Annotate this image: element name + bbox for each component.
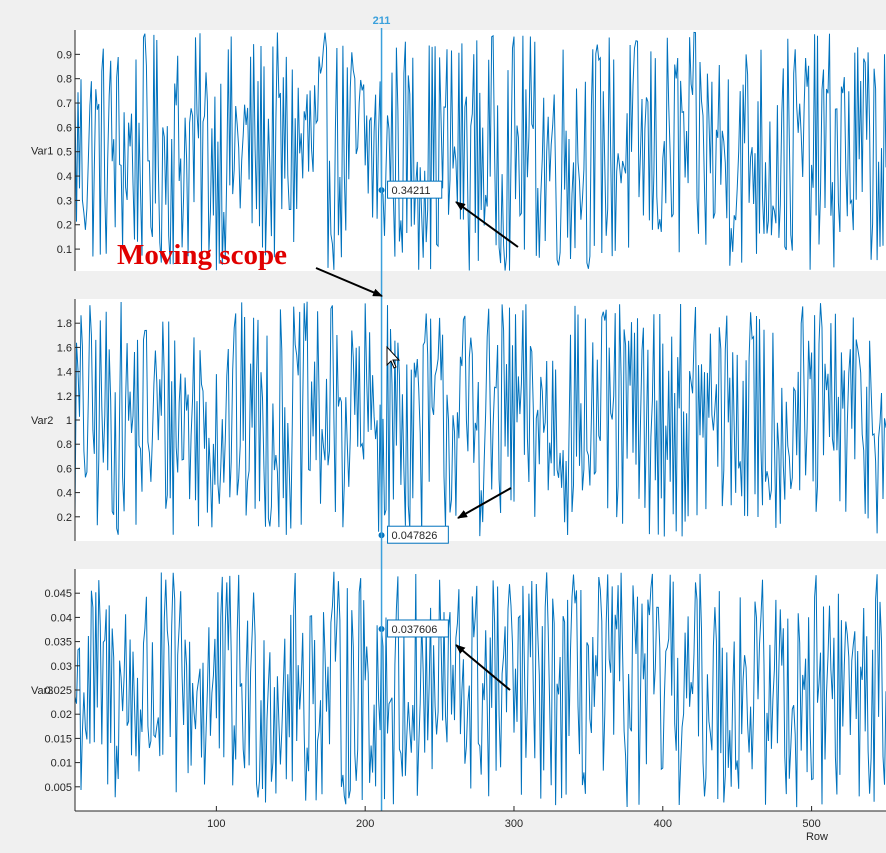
- panel-var1: 0.1 0.2 0.3 0.4 0.5 0.6 0.7 0.8 0.9 Var1: [31, 30, 886, 271]
- y-tick-label: 0.3: [57, 195, 72, 207]
- y-tick-label: 0.5: [57, 147, 72, 159]
- tooltip-box: [387, 180, 443, 199]
- y-tick-label: 1.8: [57, 318, 72, 330]
- tooltip-box: [387, 619, 449, 638]
- y-tick-label: 0.6: [57, 122, 72, 134]
- y-tick-label: 0.04: [51, 612, 72, 624]
- y-tick-label: 0.4: [57, 488, 72, 500]
- tooltips: 0.34211 0.047826 0.037606: [387, 180, 449, 638]
- tooltip-arrow-var1: [455, 201, 519, 248]
- mouse-pointer-icon: [386, 345, 401, 369]
- annotation-text: Moving scope: [117, 239, 287, 271]
- y-tick-label: 1.6: [57, 342, 72, 354]
- y-axis-label: Var3: [31, 685, 53, 697]
- moving-scope[interactable]: 211: [373, 15, 391, 811]
- tooltip-var3: 0.037606: [387, 619, 449, 638]
- y-tick-label: 1.2: [57, 391, 72, 403]
- series-line-var2: [74, 301, 886, 537]
- x-tick-label: 400: [654, 818, 672, 830]
- panel-var3: 0.005 0.01 0.015 0.02 0.025 0.03 0.035 0.04 0.04…: [31, 569, 886, 811]
- y-tick-label: 0.4: [57, 171, 72, 183]
- series-line-var1: [74, 31, 886, 271]
- y-tick-label: 0.2: [57, 512, 72, 524]
- y-tick-label: 0.7: [57, 98, 72, 110]
- series-line-var3: [74, 571, 886, 808]
- y-tick-label: 0.015: [44, 733, 72, 745]
- y-tick-label: 1.4: [57, 367, 72, 379]
- y-tick-label: 0.1: [57, 244, 72, 256]
- x-tick-label: 300: [505, 818, 523, 830]
- y-tick-label: 0.6: [57, 463, 72, 475]
- y-tick-label: 0.035: [44, 637, 72, 649]
- annotation-arrow: [315, 267, 383, 297]
- tooltip-value: 0.34211: [392, 185, 431, 197]
- y-tick-label: 0.005: [44, 782, 72, 794]
- x-axis-label: Row: [806, 831, 828, 843]
- tooltip-value: 0.047826: [392, 530, 438, 542]
- x-tick-label: 200: [356, 818, 374, 830]
- y-tick-label: 0.045: [44, 588, 72, 600]
- x-tick-label: 100: [207, 818, 225, 830]
- y-axis-label: Var2: [31, 415, 53, 427]
- panel-var2: 0.2 0.4 0.6 0.8 1 1.2 1.4 1.6 1.8 Var2: [31, 299, 886, 541]
- y-tick-label: 0.02: [51, 709, 72, 721]
- tooltip-arrow-var2: [457, 487, 512, 519]
- tooltip-var1: 0.34211: [387, 180, 443, 199]
- y-tick-label: 0.025: [44, 685, 72, 697]
- y-tick-label: 0.2: [57, 220, 72, 232]
- scope-row-label: 211: [373, 15, 391, 27]
- x-tick-label: 500: [802, 818, 820, 830]
- y-tick-label: 0.03: [51, 661, 72, 673]
- tooltip-box: [387, 525, 449, 544]
- y-tick-label: 0.9: [57, 49, 72, 61]
- tooltip-arrow-var3: [455, 644, 511, 691]
- y-axis-label: Var1: [31, 146, 53, 158]
- y-tick-label: 0.8: [57, 74, 72, 86]
- y-tick-label: 0.01: [51, 758, 72, 770]
- tooltip-value: 0.037606: [392, 624, 438, 636]
- panels: 0.1 0.2 0.3 0.4 0.5 0.6 0.7 0.8 0.9 Var1 0.2 0.4 0.6…: [31, 30, 886, 811]
- y-tick-label: 1: [66, 415, 72, 427]
- y-tick-label: 0.8: [57, 439, 72, 451]
- tooltip-var2: 0.047826: [387, 525, 449, 544]
- x-axis: 100 200 300 400 500: [75, 806, 886, 830]
